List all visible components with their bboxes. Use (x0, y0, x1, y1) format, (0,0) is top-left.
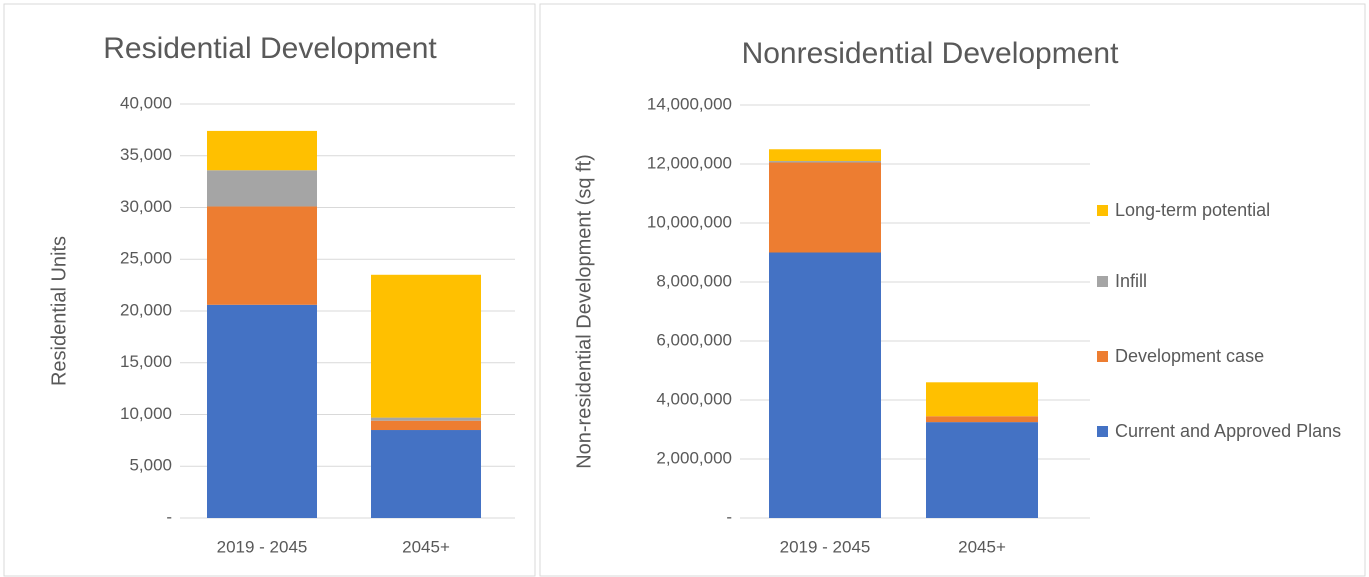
y-tick-label: 6,000,000 (656, 330, 732, 349)
y-axis-title: Non-residential Development (sq ft) (573, 154, 595, 469)
bar-segment (769, 149, 881, 162)
y-tick-label: 12,000,000 (647, 153, 732, 172)
chart-title: Residential Development (103, 32, 437, 65)
bar-segment (926, 416, 1038, 423)
bar-segment (371, 274, 481, 418)
x-tick-label: 2019 - 2045 (780, 537, 871, 556)
x-tick-label: 2045+ (402, 537, 450, 556)
y-tick-label: 35,000 (120, 145, 172, 164)
y-tick-label: 25,000 (120, 249, 172, 268)
legend-item: Long-term potential (1097, 198, 1355, 222)
bar-segment (371, 417, 481, 421)
bar-segment (769, 252, 881, 518)
bar-segment (207, 170, 317, 207)
bar-segment (371, 430, 481, 518)
y-tick-label: 5,000 (129, 456, 172, 475)
legend-swatch (1097, 276, 1108, 287)
panel-border (3, 3, 536, 577)
y-tick-label: 14,000,000 (647, 94, 732, 113)
y-tick-label: - (726, 507, 732, 526)
y-tick-label: 30,000 (120, 197, 172, 216)
y-tick-label: 4,000,000 (656, 389, 732, 408)
legend-swatch (1097, 426, 1108, 437)
y-axis-title: Residential Units (48, 236, 70, 386)
legend-item: Development case (1097, 344, 1355, 368)
y-tick-label: 8,000,000 (656, 271, 732, 290)
bar-segment (769, 161, 881, 163)
y-tick-label: 10,000,000 (647, 212, 732, 231)
legend-swatch (1097, 205, 1108, 216)
legend-item: Current and Approved Plans (1097, 419, 1355, 443)
panel-border (539, 3, 1366, 577)
bar-segment (926, 422, 1038, 518)
y-tick-label: - (166, 507, 172, 526)
bar-segment (371, 420, 481, 431)
bar-segment (207, 304, 317, 518)
legend-label: Infill (1115, 271, 1148, 291)
bar-segment (769, 162, 881, 253)
legend-label: Development case (1115, 346, 1265, 366)
chart-title: Nonresidential Development (742, 37, 1120, 70)
bar-segment (207, 130, 317, 171)
legend-swatch (1097, 351, 1108, 362)
legend-label: Long-term potential (1115, 200, 1271, 220)
legend-item: Infill (1097, 269, 1355, 293)
y-tick-label: 20,000 (120, 300, 172, 319)
y-tick-label: 10,000 (120, 404, 172, 423)
bar-segment (926, 382, 1038, 417)
y-tick-label: 2,000,000 (656, 448, 732, 467)
x-tick-label: 2045+ (958, 537, 1006, 556)
bar-segment (207, 206, 317, 305)
legend-label: Current and Approved Plans (1115, 421, 1342, 441)
y-tick-label: 40,000 (120, 93, 172, 112)
x-tick-label: 2019 - 2045 (217, 537, 308, 556)
y-tick-label: 15,000 (120, 352, 172, 371)
